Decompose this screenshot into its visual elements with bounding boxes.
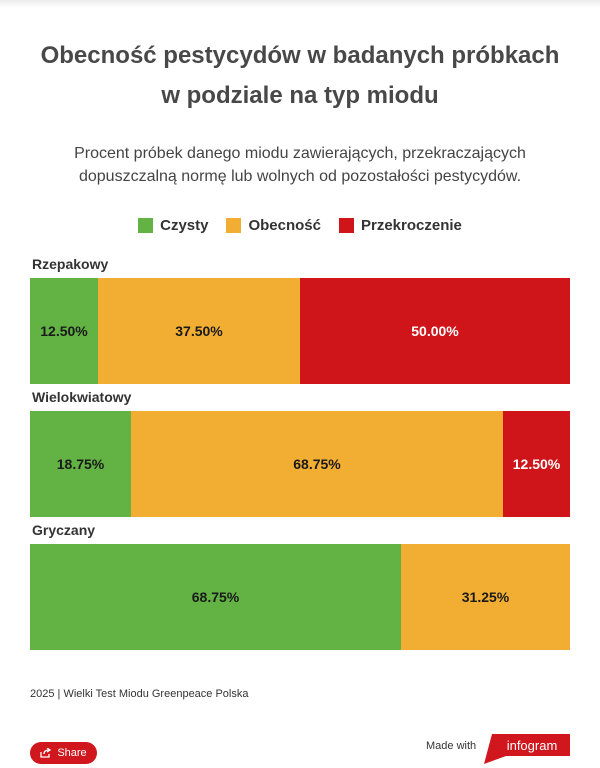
legend-item-2[interactable]: Przekroczenie	[339, 217, 462, 234]
legend-item-0[interactable]: Czysty	[138, 217, 208, 234]
data-label-0-1: 37.50%	[175, 323, 223, 339]
data-label-1-0: 18.75%	[56, 456, 105, 472]
chart-title-line-2: w podziale na typ miodu	[161, 82, 439, 109]
top-shadow	[0, 0, 600, 8]
data-label-2-0: 68.75%	[191, 589, 240, 605]
data-label-0-0: 12.50%	[40, 323, 88, 339]
chart-subtitle: Procent próbek danego miodu zawierającyc…	[40, 142, 560, 188]
bar-segment-1-1[interactable]: 68.75%	[131, 411, 503, 517]
category-label-1: Wielokwiatowy	[32, 389, 132, 405]
stacked-bar-chart: Rzepakowy 12.50% 37.50% 50.00% Wielokwiatowy…	[30, 256, 570, 656]
legend: Czysty Obecność Przekroczenie	[0, 217, 600, 234]
data-label-0-2: 50.00%	[411, 323, 459, 339]
legend-label-0: Czysty	[160, 217, 209, 234]
share-button[interactable]: Share	[30, 742, 97, 764]
data-label-1-2: 12.50%	[512, 456, 561, 472]
bar-segment-2-1[interactable]: 31.25%	[401, 544, 570, 650]
category-label-0: Rzepakowy	[32, 256, 109, 272]
infogram-logo-shape	[484, 734, 570, 764]
bar-row-0: 12.50% 37.50% 50.00%	[30, 278, 570, 384]
bar-segment-0-0[interactable]: 12.50%	[30, 278, 98, 384]
bar-segment-1-0[interactable]: 18.75%	[30, 411, 131, 517]
bar-segment-2-0[interactable]: 68.75%	[30, 544, 401, 650]
legend-swatch-2	[339, 218, 354, 233]
bar-segment-0-1[interactable]: 37.50%	[98, 278, 300, 384]
infogram-logo-text: infogram	[507, 738, 558, 753]
bar-segment-0-2[interactable]: 50.00%	[300, 278, 570, 384]
chart-title-line-1: Obecność pestycydów w badanych próbkach	[40, 42, 560, 69]
category-label-2: Gryczany	[32, 522, 96, 538]
share-icon	[40, 748, 52, 758]
bar-segment-1-2[interactable]: 12.50%	[503, 411, 570, 517]
infogram-logo[interactable]: infogram	[484, 734, 570, 764]
chart-subtitle-line-1: Procent próbek danego miodu zawierającyc…	[74, 145, 526, 162]
made-with-text: Made with	[426, 740, 477, 752]
legend-item-1[interactable]: Obecność	[226, 217, 321, 234]
chart-title: Obecność pestycydów w badanych próbkach …	[20, 36, 580, 116]
legend-label-2: Przekroczenie	[361, 217, 462, 234]
legend-swatch-1	[226, 218, 242, 233]
bar-row-1: 18.75% 68.75% 12.50%	[30, 411, 570, 517]
share-label: Share	[57, 747, 87, 759]
data-label-2-1: 31.25%	[461, 589, 510, 605]
bar-row-2: 68.75% 31.25%	[30, 544, 570, 650]
chart-subtitle-line-2: dopuszczalną normę lub wolnych od pozost…	[78, 168, 522, 185]
legend-swatch-0	[138, 218, 154, 233]
legend-label-1: Obecność	[248, 217, 321, 234]
data-label-1-1: 68.75%	[293, 456, 341, 472]
source-note: 2025 | Wielki Test Miodu Greenpeace Pols…	[30, 688, 249, 700]
